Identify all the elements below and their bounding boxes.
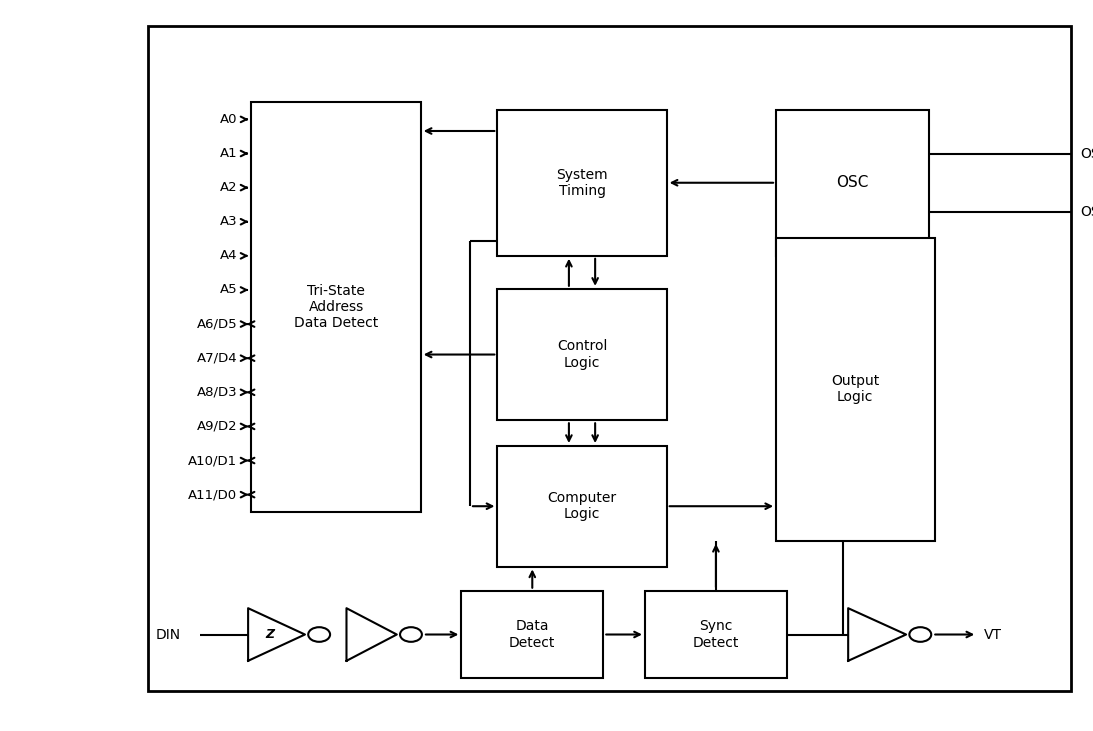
Text: A7/D4: A7/D4	[197, 352, 237, 365]
Circle shape	[909, 627, 931, 642]
Text: Z: Z	[266, 628, 274, 641]
Text: A4: A4	[220, 249, 237, 262]
FancyBboxPatch shape	[497, 110, 667, 256]
Text: DIN: DIN	[155, 627, 180, 642]
FancyBboxPatch shape	[645, 591, 787, 678]
FancyBboxPatch shape	[461, 591, 603, 678]
Polygon shape	[248, 608, 305, 661]
FancyBboxPatch shape	[251, 102, 421, 512]
Text: Control
Logic: Control Logic	[556, 339, 608, 370]
Text: A11/D0: A11/D0	[188, 488, 237, 501]
Text: OSC2: OSC2	[1080, 205, 1093, 219]
Text: A3: A3	[220, 215, 237, 228]
Polygon shape	[848, 608, 906, 661]
Text: Data
Detect: Data Detect	[509, 619, 555, 650]
Text: Sync
Detect: Sync Detect	[693, 619, 739, 650]
FancyBboxPatch shape	[776, 238, 935, 541]
Text: A6/D5: A6/D5	[197, 317, 237, 330]
Text: A8/D3: A8/D3	[197, 386, 237, 399]
Text: A1: A1	[220, 147, 237, 160]
FancyBboxPatch shape	[497, 446, 667, 567]
Text: VT: VT	[984, 627, 1001, 642]
FancyBboxPatch shape	[497, 289, 667, 420]
Circle shape	[308, 627, 330, 642]
Text: A10/D1: A10/D1	[188, 454, 237, 467]
Text: Tri-State
Address
Data Detect: Tri-State Address Data Detect	[294, 284, 378, 330]
Polygon shape	[346, 608, 397, 661]
FancyBboxPatch shape	[776, 110, 929, 256]
Text: A9/D2: A9/D2	[197, 420, 237, 433]
Text: A0: A0	[220, 113, 237, 126]
Text: A5: A5	[220, 284, 237, 297]
Text: Output
Logic: Output Logic	[831, 374, 880, 404]
Text: OSC1: OSC1	[1080, 146, 1093, 161]
FancyBboxPatch shape	[148, 26, 1071, 691]
Text: Computer
Logic: Computer Logic	[548, 491, 616, 521]
Circle shape	[400, 627, 422, 642]
Text: A2: A2	[220, 181, 237, 194]
Text: OSC: OSC	[836, 175, 869, 190]
Text: System
Timing: System Timing	[556, 167, 608, 198]
